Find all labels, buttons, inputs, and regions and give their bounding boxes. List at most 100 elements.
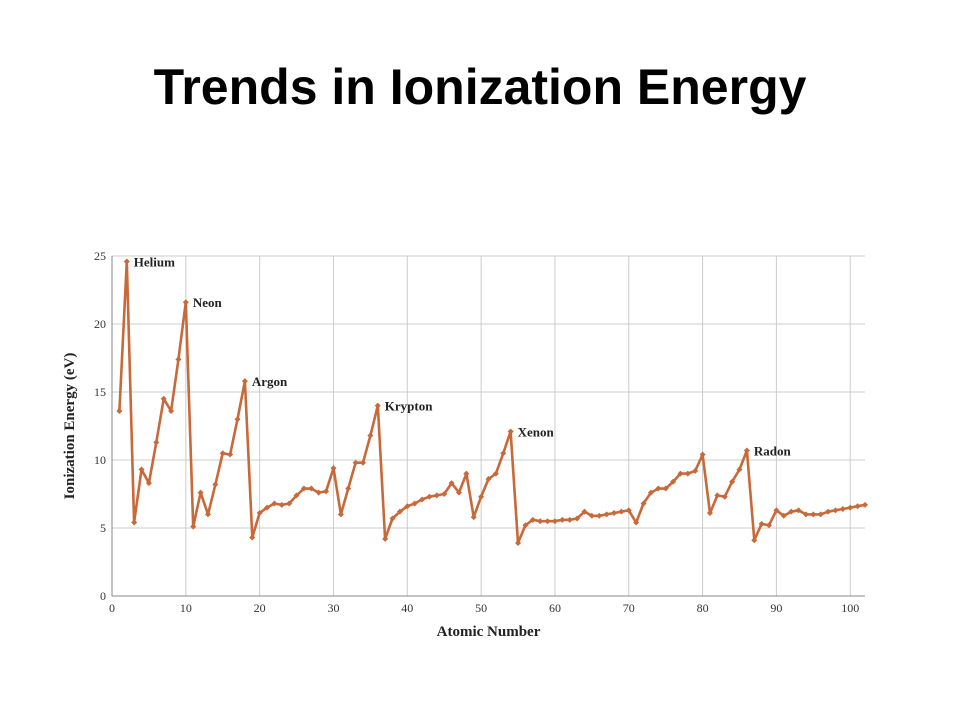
annotation-label: Radon: [754, 443, 792, 458]
data-point: [780, 512, 787, 519]
x-tick-label: 30: [327, 601, 339, 615]
data-point: [190, 523, 197, 530]
data-point: [131, 519, 138, 526]
y-tick-labels: 0 5 10 15 20 25: [94, 249, 106, 603]
data-point: [463, 470, 470, 477]
data-point: [271, 500, 278, 507]
data-point: [773, 507, 780, 514]
data-point: [426, 493, 433, 500]
data-point: [374, 402, 381, 409]
y-tick-label: 15: [94, 385, 106, 399]
data-point: [596, 512, 603, 519]
data-point: [699, 451, 706, 458]
slide-title: Trends in Ionization Energy: [153, 59, 807, 115]
x-tick-label: 50: [475, 601, 487, 615]
data-point: [256, 510, 263, 517]
data-point: [330, 465, 337, 472]
data-point: [219, 450, 226, 457]
data-point: [743, 447, 750, 454]
data-point: [522, 522, 529, 529]
data-point: [168, 408, 175, 415]
data-point: [581, 508, 588, 515]
data-point: [714, 492, 721, 499]
data-point: [182, 299, 189, 306]
data-point: [492, 470, 499, 477]
data-point: [345, 485, 352, 492]
data-point: [249, 534, 256, 541]
data-point: [352, 459, 359, 466]
data-point: [448, 480, 455, 487]
series-group: [116, 258, 868, 546]
ionization-energy-chart: 0 10 20 30 40 50 60 70 80 90 100 0 5 10 15 20 25 Helium…: [50, 238, 880, 658]
data-point: [116, 408, 123, 415]
data-point: [286, 500, 293, 507]
data-point: [537, 518, 544, 525]
data-point: [810, 511, 817, 518]
data-point: [396, 508, 403, 515]
data-point: [847, 504, 854, 511]
y-tick-label: 10: [94, 453, 106, 467]
x-tick-label: 60: [549, 601, 561, 615]
data-point: [175, 356, 182, 363]
data-point: [138, 466, 145, 473]
data-point: [278, 501, 285, 508]
data-point: [204, 511, 211, 518]
x-tick-label: 100: [841, 601, 859, 615]
data-point: [795, 507, 802, 514]
data-point: [751, 537, 758, 544]
data-point: [817, 511, 824, 518]
data-point: [684, 470, 691, 477]
data-point: [367, 432, 374, 439]
x-tick-labels: 0 10 20 30 40 50 60 70 80 90 100: [109, 601, 859, 615]
data-point: [264, 504, 271, 511]
data-point: [382, 535, 389, 542]
y-tick-label: 5: [100, 521, 106, 535]
data-point: [854, 503, 861, 510]
data-point: [389, 515, 396, 522]
data-point: [611, 510, 617, 517]
data-point: [655, 485, 662, 492]
data-point: [633, 519, 640, 526]
annotation-label: Argon: [252, 374, 288, 389]
data-point: [625, 507, 632, 514]
data-point: [404, 503, 411, 510]
series-line: [118, 260, 866, 545]
y-tick-label: 25: [94, 249, 106, 263]
grid: [112, 255, 865, 596]
data-point: [160, 395, 167, 402]
data-point: [574, 515, 581, 522]
data-point: [507, 428, 514, 435]
chart-svg: 0 10 20 30 40 50 60 70 80 90 100 0 5 10 15 20 25 Helium…: [50, 238, 880, 658]
data-point: [839, 505, 846, 512]
annotation-label: Helium: [134, 254, 175, 269]
data-point: [419, 496, 426, 503]
data-point: [212, 481, 219, 488]
data-point: [662, 485, 669, 492]
data-point: [692, 467, 699, 474]
data-point: [588, 512, 595, 519]
data-point: [566, 516, 573, 523]
data-point: [500, 450, 507, 457]
data-point: [677, 470, 684, 477]
x-axis-label: Atomic Number: [437, 624, 541, 640]
data-point: [153, 439, 160, 446]
data-point: [323, 488, 330, 495]
y-tick-label: 0: [100, 589, 106, 603]
data-point: [300, 485, 307, 492]
x-tick-label: 80: [697, 601, 709, 615]
data-point: [729, 478, 736, 485]
x-tick-label: 90: [770, 601, 782, 615]
data-point: [241, 378, 248, 385]
x-tick-label: 40: [401, 601, 413, 615]
x-tick-label: 0: [109, 601, 115, 615]
data-point: [825, 508, 832, 515]
data-point: [123, 258, 130, 265]
data-point: [670, 478, 677, 485]
x-tick-label: 10: [180, 601, 192, 615]
data-point: [478, 493, 485, 500]
annotation-label: Krypton: [385, 399, 433, 414]
data-point: [360, 459, 366, 466]
data-point: [470, 514, 477, 521]
data-point: [455, 489, 462, 496]
data-point: [315, 489, 322, 496]
